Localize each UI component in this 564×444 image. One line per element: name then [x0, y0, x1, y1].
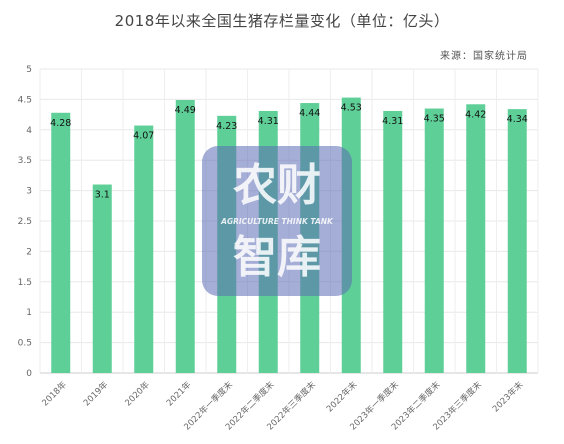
watermark-background [202, 146, 352, 296]
y-tick-label: 4.5 [18, 95, 32, 105]
bar [424, 108, 444, 374]
bar [175, 100, 195, 374]
y-tick-label: 3.5 [18, 156, 32, 166]
data-label: 3.1 [95, 190, 110, 201]
chart-title: 2018年以来全国生猪存栏量变化（单位：亿头） [114, 12, 450, 30]
bar [383, 110, 403, 374]
bar [507, 109, 527, 374]
watermark-line1: 农财 [233, 160, 321, 211]
data-label: 4.23 [216, 121, 237, 132]
y-tick-label: 1 [26, 308, 32, 318]
y-axis-ticks: 0 0.5 1 1.5 2 2.5 3 3.5 4 4.5 5 [18, 65, 33, 379]
data-label: 4.07 [133, 131, 154, 142]
chart-source: 来源：国家统计局 [440, 51, 528, 62]
x-tick-label: 2018年 [40, 379, 69, 408]
y-tick-label: 0.5 [18, 339, 32, 349]
watermark-logo: 农财 AGRICULTURE THINK TANK 智库 [202, 146, 352, 296]
x-tick-label: 2022年末 [324, 379, 359, 414]
y-tick-label: 2.5 [18, 217, 32, 227]
data-label: 4.53 [341, 103, 362, 114]
y-tick-label: 1.5 [18, 278, 32, 288]
data-label: 4.44 [299, 108, 320, 119]
y-tick-label: 3 [26, 187, 32, 197]
x-tick-label: 2020年 [123, 379, 152, 408]
watermark-line3: 智库 [233, 232, 321, 283]
data-label: 4.35 [424, 114, 445, 125]
x-axis-ticks: 2018年 2019年 2020年 2021年2022年一季度末2022年二季度末20… [40, 379, 526, 432]
y-tick-label: 2 [26, 247, 32, 257]
x-tick-label: 2019年 [81, 379, 110, 408]
watermark-line2: AGRICULTURE THINK TANK [220, 217, 334, 226]
data-label: 4.31 [258, 116, 279, 127]
bar [92, 184, 112, 373]
bar [134, 125, 154, 373]
data-label: 4.28 [50, 118, 71, 129]
data-label: 4.49 [175, 105, 196, 116]
y-tick-label: 0 [26, 369, 32, 379]
y-tick-label: 4 [26, 126, 32, 136]
bar [51, 112, 71, 373]
bar [466, 104, 486, 373]
x-tick-label: 2023年末 [490, 379, 525, 414]
data-label: 4.34 [507, 114, 528, 125]
data-label: 4.31 [382, 116, 403, 127]
x-tick-label: 2021年 [164, 379, 193, 408]
y-tick-label: 5 [26, 65, 32, 75]
data-label: 4.42 [465, 109, 486, 120]
